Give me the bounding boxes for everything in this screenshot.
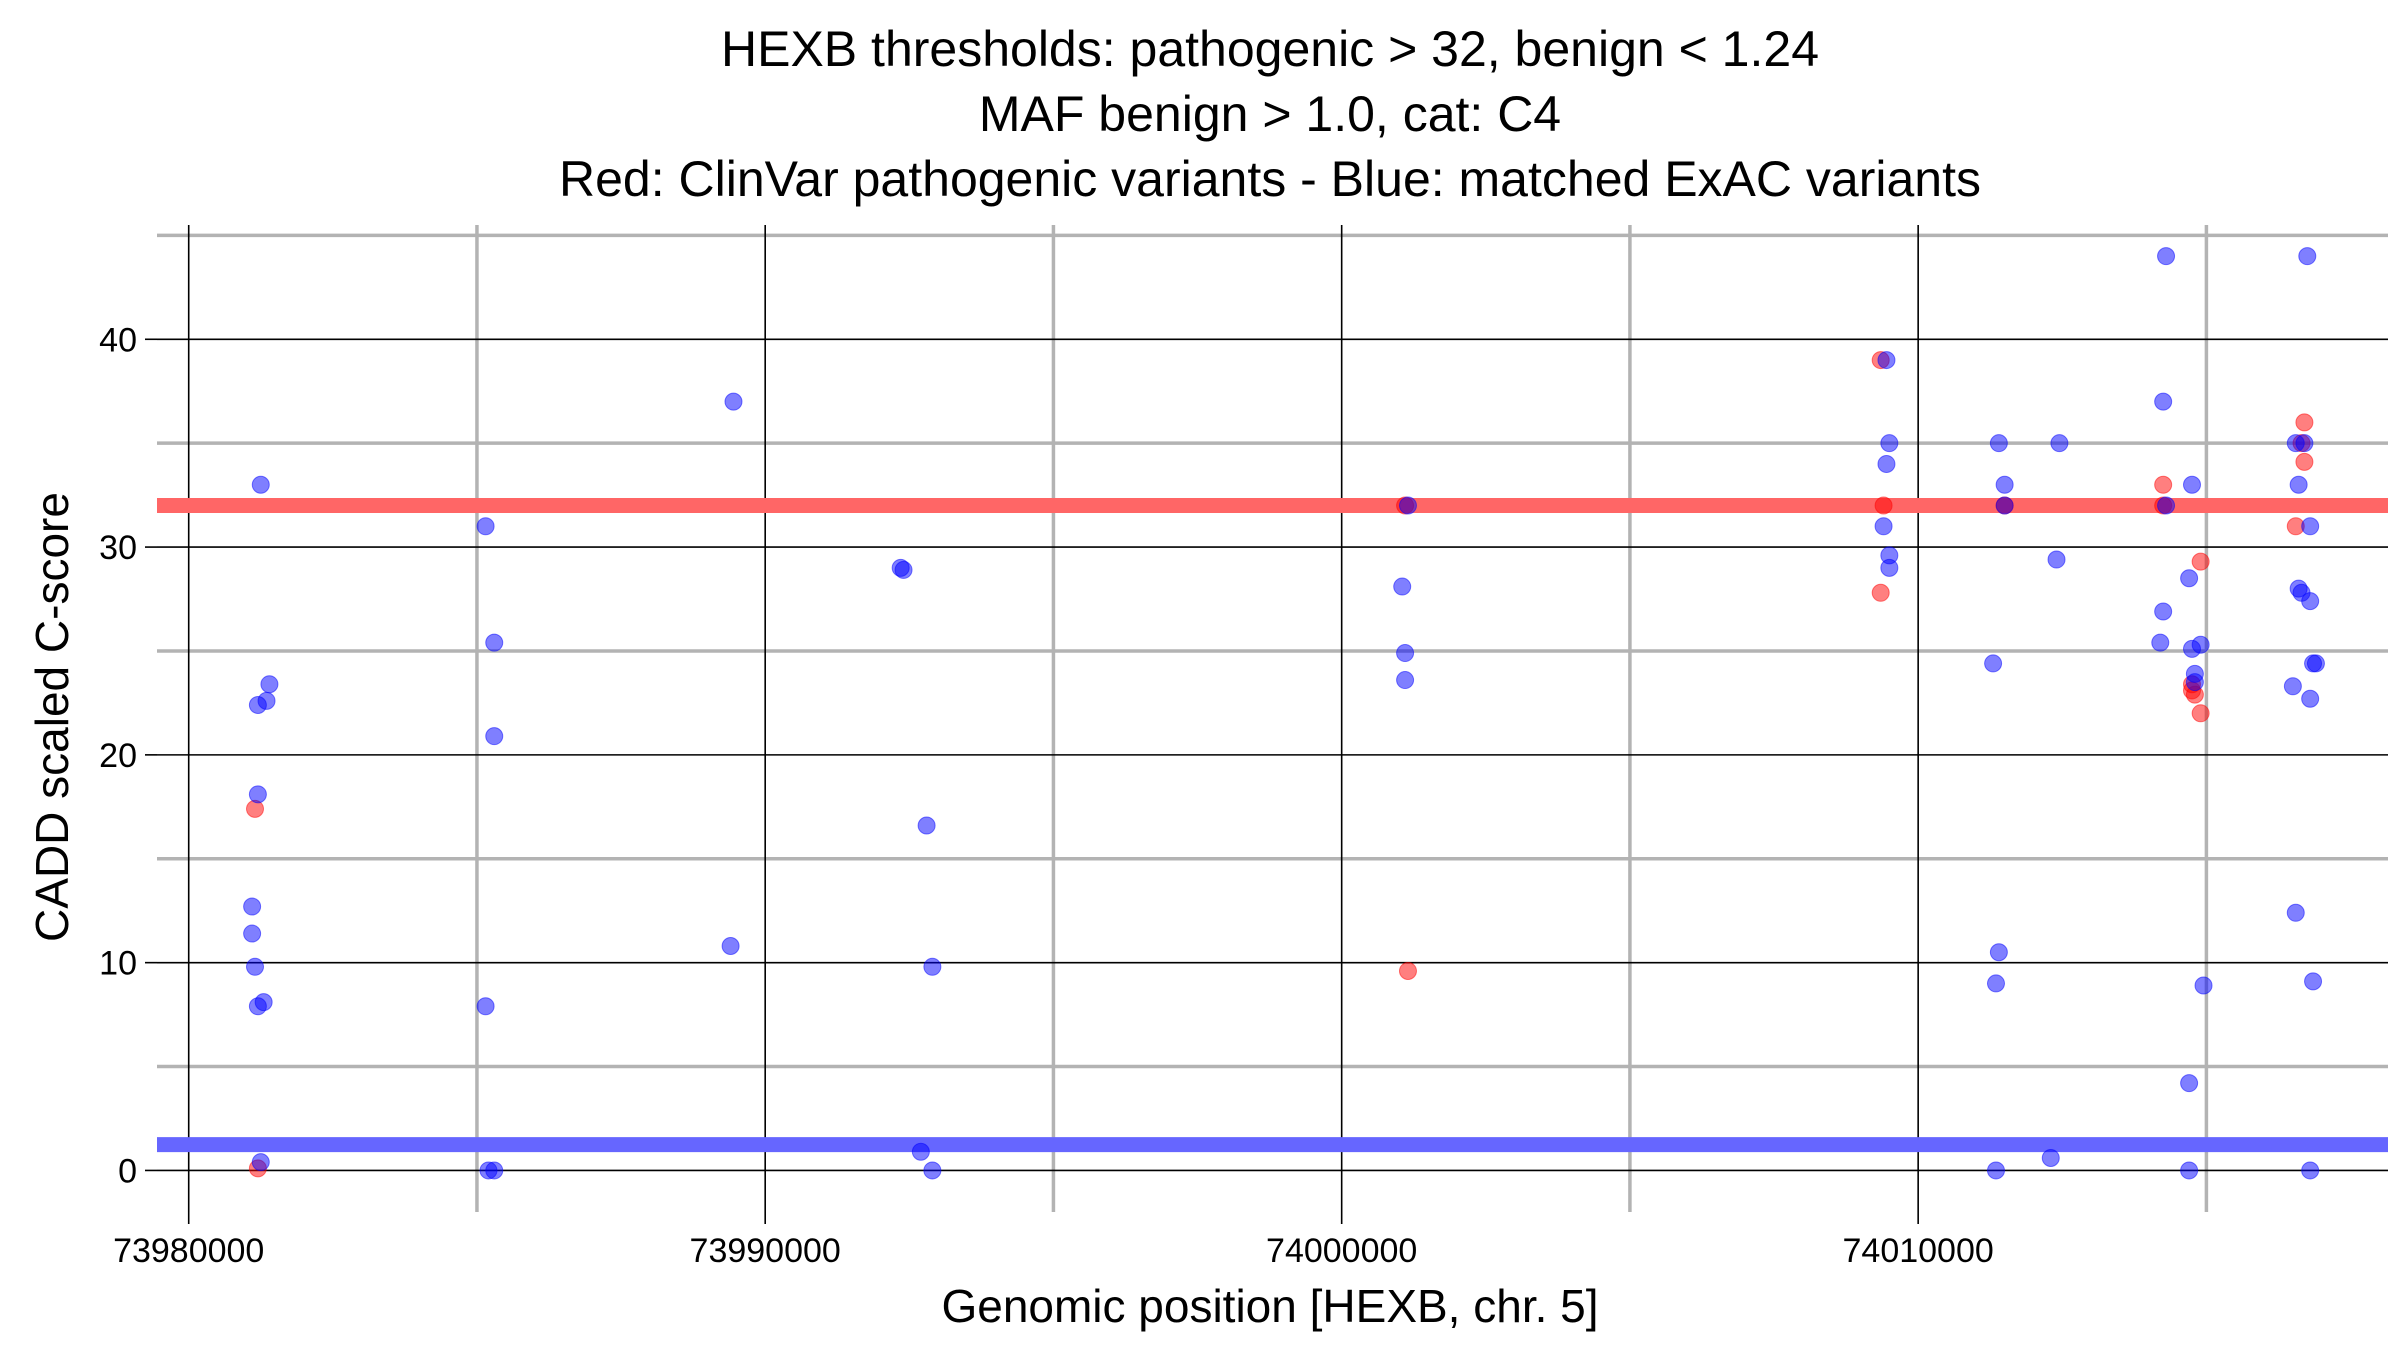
title-line-2: MAF benign > 1.0, cat: C4 (979, 86, 1561, 142)
x-tick-label: 73980000 (113, 1232, 264, 1270)
exac-variant-point (2191, 635, 2210, 654)
exac-variant-point (2151, 633, 2170, 652)
exac-variant-point (1984, 654, 2003, 673)
exac-variant-point (2301, 689, 2320, 708)
clinvar-pathogenic-point (2154, 475, 2173, 494)
y-tick-label: 10 (99, 945, 137, 983)
exac-variant-point (2283, 677, 2302, 696)
exac-variant-point (1986, 1161, 2005, 1180)
exac-variant-point (1393, 577, 1412, 596)
clinvar-pathogenic-point (1871, 583, 1890, 602)
exac-variant-point (2194, 976, 2213, 995)
exac-variant-point (2041, 1148, 2060, 1167)
exac-variant-point (923, 1161, 942, 1180)
exac-variant-point (2295, 434, 2314, 453)
exac-variant-point (923, 957, 942, 976)
threshold-lines (157, 498, 2388, 1153)
exac-variant-point (2306, 654, 2325, 673)
clinvar-pathogenic-point (2191, 704, 2210, 723)
exac-variant-point (248, 785, 267, 804)
exac-variant-point (485, 633, 504, 652)
chart-title: HEXB thresholds: pathogenic > 32, benign… (559, 21, 1981, 207)
clinvar-pathogenic-point (2295, 413, 2314, 432)
exac-variant-point (2182, 475, 2201, 494)
exac-variant-point (2180, 1161, 2199, 1180)
exac-variant-point (1398, 496, 1417, 515)
exac-variant-point (1396, 671, 1415, 690)
exac-variant-point (1989, 943, 2008, 962)
exac-variant-point (476, 997, 495, 1016)
exac-variant-point (1880, 434, 1899, 453)
clinvar-pathogenic-point (246, 799, 265, 818)
exac-variant-point (257, 691, 276, 710)
exac-variant-point (894, 560, 913, 579)
exac-variant-point (1880, 558, 1899, 577)
exac-variant-point (2301, 592, 2320, 611)
y-tick-label: 20 (99, 737, 137, 775)
exac-variant-point (2301, 517, 2320, 536)
exac-variant-point (2180, 1074, 2199, 1093)
exac-variant-point (1986, 974, 2005, 993)
grid (157, 225, 2388, 1212)
exac-variant-point (246, 957, 265, 976)
exac-variant-point (2157, 496, 2176, 515)
title-line-3: Red: ClinVar pathogenic variants - Blue:… (559, 151, 1981, 207)
title-line-1: HEXB thresholds: pathogenic > 32, benign… (721, 21, 1819, 77)
clinvar-pathogenic-point (2191, 552, 2210, 571)
y-axis-title: CADD scaled C-score (26, 492, 78, 942)
exac-variant-point (917, 816, 936, 835)
exac-variant-point (2301, 1161, 2320, 1180)
exac-variant-point (1877, 454, 1896, 473)
exac-variant-point (2047, 550, 2066, 569)
exac-variant-point (2154, 602, 2173, 621)
exac-variant-point (2304, 972, 2323, 991)
exac-variant-point (2286, 903, 2305, 922)
exac-variant-point (1874, 517, 1893, 536)
exac-variant-point (1396, 644, 1415, 663)
exac-variant-point (1989, 434, 2008, 453)
exac-variant-point (721, 937, 740, 956)
exac-variant-point (243, 924, 262, 943)
exac-variant-point (1877, 351, 1896, 370)
x-axis-title: Genomic position [HEXB, chr. 5] (941, 1280, 1598, 1332)
exac-variant-point (2298, 247, 2317, 266)
exac-variant-point (254, 993, 273, 1012)
exac-variant-point (1995, 496, 2014, 515)
exac-variant-point (2289, 475, 2308, 494)
exac-variant-point (243, 897, 262, 916)
exac-variant-point (2154, 392, 2173, 411)
axes: 0 10 20 30 40 73980000 73990000 74000000 7401000… (99, 321, 1994, 1270)
clinvar-pathogenic-point (2295, 452, 2314, 471)
exac-variant-point (724, 392, 743, 411)
exac-variant-point (2050, 434, 2069, 453)
y-tick-label: 40 (99, 321, 137, 359)
exac-variant-point (251, 475, 270, 494)
exac-variant-point (1995, 475, 2014, 494)
exac-variant-point (251, 1153, 270, 1172)
exac-variant-point (260, 675, 279, 694)
y-tick-label: 30 (99, 529, 137, 567)
exac-variant-point (485, 1161, 504, 1180)
exac-variant-point (911, 1142, 930, 1161)
clinvar-pathogenic-point (1398, 961, 1417, 980)
exac-variant-point (485, 727, 504, 746)
exac-variant-point (476, 517, 495, 536)
exac-variant-point (2180, 569, 2199, 588)
x-tick-label: 74000000 (1266, 1232, 1417, 1270)
data-points (243, 247, 2325, 1180)
y-tick-label: 0 (118, 1152, 137, 1190)
exac-variant-point (2157, 247, 2176, 266)
x-tick-label: 74010000 (1843, 1232, 1994, 1270)
clinvar-pathogenic-point (1874, 496, 1893, 515)
exac-variant-point (2185, 673, 2204, 692)
x-tick-label: 73990000 (690, 1232, 841, 1270)
